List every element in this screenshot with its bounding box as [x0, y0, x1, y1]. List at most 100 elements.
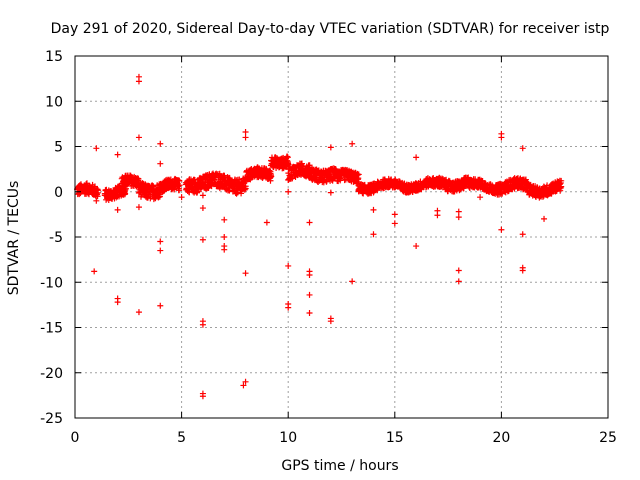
data-point	[284, 157, 291, 164]
x-tick-label: 10	[279, 430, 297, 446]
y-tick-label: -25	[40, 411, 63, 427]
data-point	[285, 304, 292, 311]
data-point	[498, 134, 505, 141]
y-tick-label: 15	[45, 49, 63, 65]
data-point	[127, 172, 134, 179]
axis-ticks: 0 5 10 15 20 25 -25 -20 -15 -10 -5 0 5 10 15	[40, 49, 617, 446]
data-point	[199, 321, 206, 328]
data-point	[434, 212, 441, 219]
data-point	[135, 204, 142, 211]
y-tick-label: -20	[40, 366, 63, 382]
data-point	[391, 211, 398, 218]
data-point	[242, 270, 249, 277]
data-point	[157, 247, 164, 254]
data-point	[155, 194, 162, 201]
data-point	[199, 236, 206, 243]
data-point	[263, 219, 270, 226]
data-point	[455, 278, 462, 285]
data-point	[242, 378, 249, 385]
data-point	[285, 188, 292, 195]
data-point	[242, 134, 249, 141]
data-point	[122, 185, 129, 192]
data-point	[114, 151, 121, 158]
data-point	[199, 192, 206, 199]
data-point	[93, 145, 100, 152]
data-point	[289, 175, 296, 182]
data-point	[327, 144, 334, 151]
x-tick-label: 15	[386, 430, 404, 446]
data-point	[519, 145, 526, 152]
data-point	[135, 78, 142, 85]
x-tick-label: 20	[492, 430, 510, 446]
data-point	[157, 302, 164, 309]
data-point	[323, 178, 330, 185]
y-tick-label: 10	[45, 94, 63, 110]
data-point	[122, 190, 129, 197]
data-point	[285, 262, 292, 269]
x-tick-label: 5	[177, 430, 186, 446]
data-point	[306, 291, 313, 298]
data-point	[242, 185, 249, 192]
data-point	[413, 243, 420, 250]
data-point	[456, 187, 463, 194]
data-point	[306, 310, 313, 317]
data-point	[519, 231, 526, 238]
data-point	[157, 238, 164, 245]
data-points	[74, 73, 565, 400]
data-point	[519, 267, 526, 274]
data-point	[176, 182, 183, 189]
data-point	[178, 194, 185, 201]
data-point	[558, 177, 565, 184]
data-point	[455, 214, 462, 221]
data-point	[199, 205, 206, 212]
chart-title: Day 291 of 2020, Sidereal Day-to-day VTE…	[51, 21, 610, 37]
data-point	[541, 215, 548, 222]
data-point	[355, 171, 362, 178]
data-point	[370, 231, 377, 238]
data-point	[370, 206, 377, 213]
data-point	[327, 189, 334, 196]
y-tick-label: -10	[40, 275, 63, 291]
data-point	[558, 183, 565, 190]
data-point	[91, 268, 98, 275]
data-point	[242, 129, 249, 136]
data-point	[114, 299, 121, 306]
y-tick-label: -15	[40, 321, 63, 337]
data-point	[93, 197, 100, 204]
y-tick-label: 5	[54, 140, 63, 156]
data-point	[199, 393, 206, 400]
data-point	[95, 187, 102, 194]
y-tick-label: 0	[54, 185, 63, 201]
data-point	[306, 272, 313, 279]
data-point	[455, 267, 462, 274]
data-point	[135, 309, 142, 316]
data-point	[477, 194, 484, 201]
x-tick-label: 25	[599, 430, 617, 446]
data-point	[306, 219, 313, 226]
data-point	[150, 183, 157, 190]
grid	[75, 56, 608, 418]
data-point	[157, 140, 164, 147]
y-tick-label: -5	[49, 230, 63, 246]
data-point	[114, 206, 121, 213]
data-point	[349, 278, 356, 285]
y-axis-label: SDTVAR / TECUs	[6, 181, 22, 296]
data-point	[221, 246, 228, 253]
data-point	[156, 193, 163, 200]
x-axis-label: GPS time / hours	[281, 458, 398, 474]
data-point	[234, 189, 241, 196]
data-point	[455, 208, 462, 215]
data-point	[263, 166, 270, 173]
data-point	[221, 216, 228, 223]
data-point	[240, 382, 247, 389]
data-point	[135, 134, 142, 141]
x-tick-label: 0	[71, 430, 80, 446]
data-point	[268, 172, 275, 179]
data-point	[391, 220, 398, 227]
data-point	[413, 154, 420, 161]
data-point	[498, 226, 505, 233]
data-point	[327, 318, 334, 325]
data-point	[349, 140, 356, 147]
data-point	[284, 154, 291, 161]
